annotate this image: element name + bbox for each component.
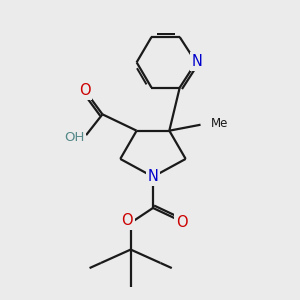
Text: Me: Me <box>211 117 228 130</box>
Text: N: N <box>192 54 203 69</box>
Text: O: O <box>121 213 133 228</box>
Text: O: O <box>79 83 90 98</box>
Text: O: O <box>176 215 188 230</box>
Text: OH: OH <box>64 131 85 144</box>
Text: N: N <box>148 169 158 184</box>
